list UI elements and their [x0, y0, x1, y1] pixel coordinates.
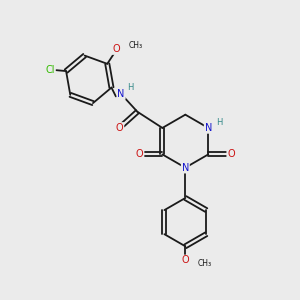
Text: CH₃: CH₃	[128, 41, 142, 50]
Text: N: N	[205, 123, 212, 133]
Text: O: O	[136, 149, 143, 159]
Text: CH₃: CH₃	[198, 260, 212, 268]
Text: Cl: Cl	[45, 64, 55, 75]
Text: H: H	[127, 83, 133, 92]
Text: O: O	[112, 44, 120, 54]
Text: O: O	[182, 255, 189, 266]
Text: O: O	[227, 149, 235, 159]
Text: H: H	[216, 118, 223, 127]
Text: O: O	[116, 123, 124, 133]
Text: N: N	[182, 163, 189, 173]
Text: N: N	[118, 89, 125, 99]
